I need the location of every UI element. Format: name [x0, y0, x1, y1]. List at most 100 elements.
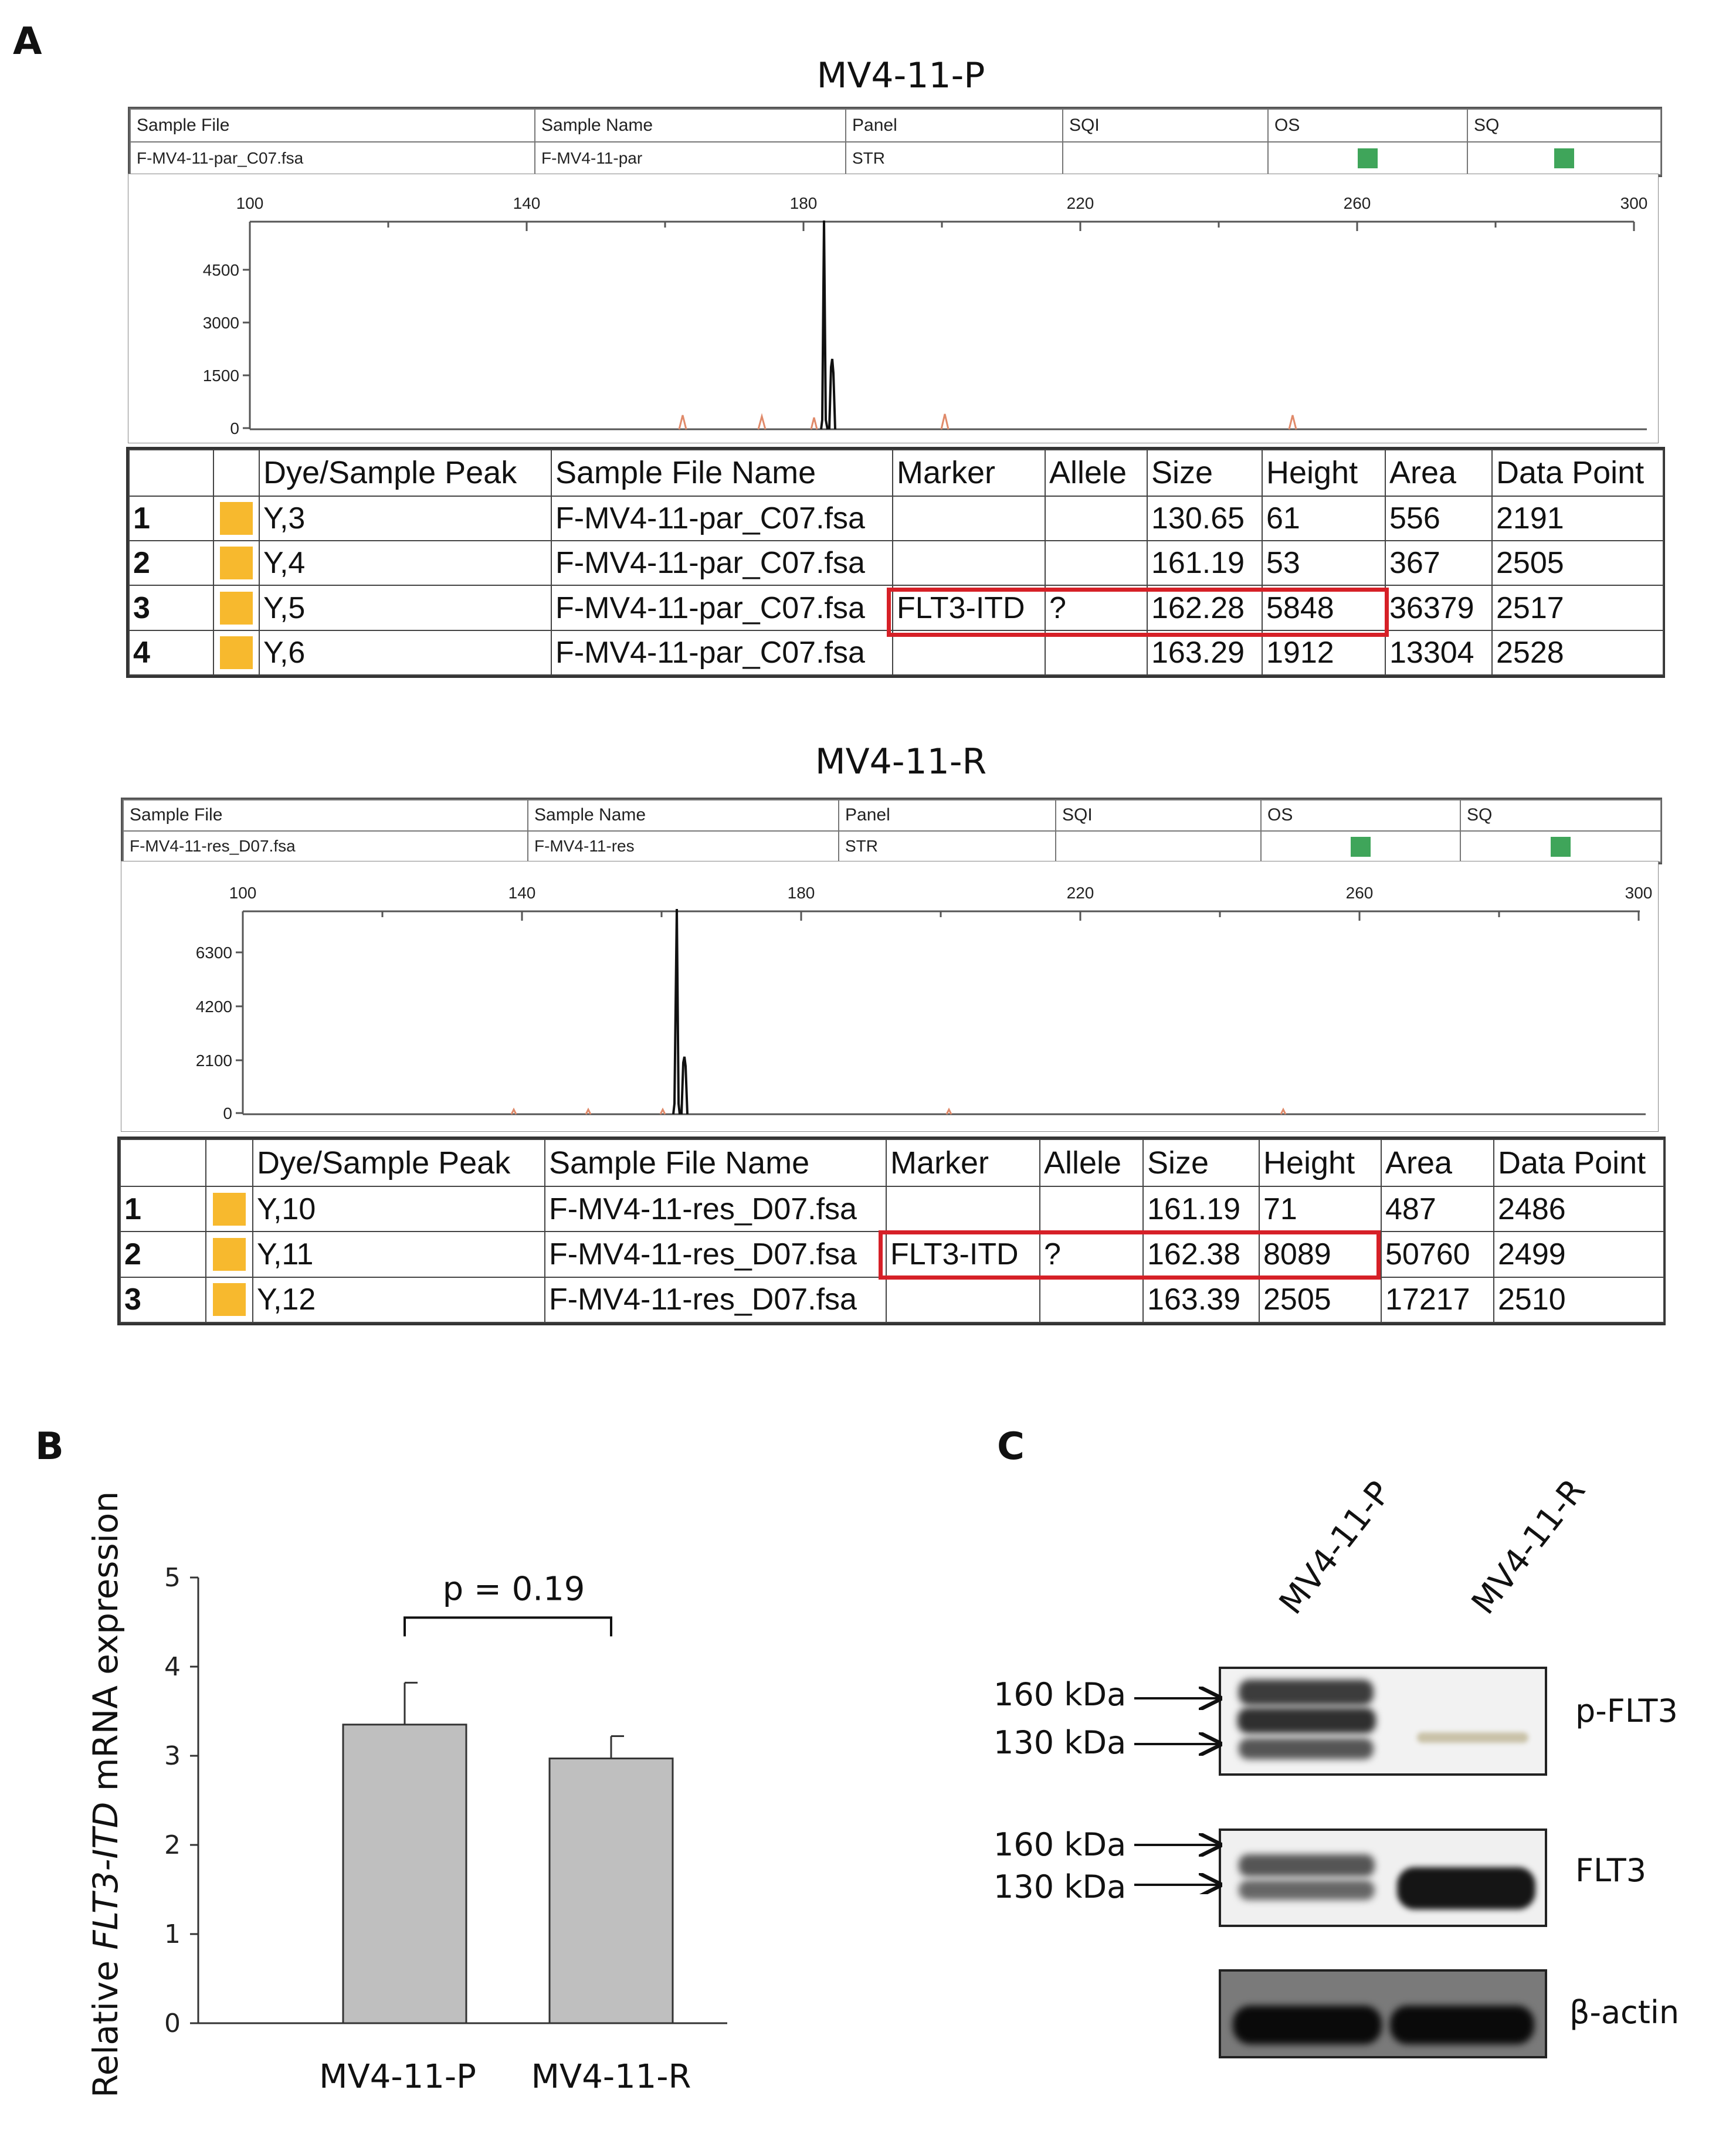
- dye-swatch: [220, 547, 253, 580]
- col-header: Size: [1147, 449, 1263, 497]
- col-header: [205, 1139, 253, 1187]
- band: [1239, 1880, 1375, 1900]
- electropherogram-r: 100 140 180 220 260 300 6300 4200 2100 0: [121, 861, 1659, 1132]
- hdr-col: Sample Name: [534, 108, 846, 143]
- lane-label-r: MV4-11-R: [1464, 1471, 1593, 1621]
- y-tick-label: 4: [164, 1652, 181, 1682]
- mw-marker: 160 kDa: [994, 1826, 1127, 1863]
- table-row: 3 Y,12 F-MV4-11-res_D07.fsa 163.39 2505 …: [120, 1276, 1664, 1324]
- col-header: Height: [1259, 1139, 1382, 1187]
- hdr-col: Sample File: [130, 108, 535, 143]
- hdr-value: STR: [845, 141, 1063, 176]
- col-header: Area: [1385, 449, 1493, 497]
- hdr-value: F-MV4-11-res_D07.fsa: [123, 830, 528, 863]
- mw-marker: 160 kDa: [994, 1676, 1127, 1713]
- y-tick: 4200: [196, 998, 232, 1016]
- y-tick: 3000: [203, 314, 239, 332]
- sample-title-r: MV4-11-R: [815, 741, 987, 782]
- panel-c-label: C: [997, 1425, 1025, 1468]
- band: [1390, 2006, 1534, 2044]
- dye-swatch: [220, 636, 253, 669]
- col-header: Dye/Sample Peak: [252, 1139, 545, 1187]
- hdr-col: SQ: [1460, 799, 1662, 832]
- hdr-col: SQ: [1467, 108, 1662, 143]
- electropherogram-p: 100 140 180 220 260 300 4500 3000 1500 0: [128, 174, 1659, 443]
- os-quality-indicator: [1358, 148, 1378, 169]
- band: [1237, 1708, 1376, 1733]
- sample-title-p: MV4-11-P: [816, 55, 985, 96]
- marker-arrows: [1134, 1683, 1232, 1894]
- hdr-col: OS: [1267, 108, 1468, 143]
- bar-chart: Relative FLT3-ITD mRNA expression 0 1 2 3 4 5…: [86, 1491, 727, 2098]
- y-tick: 0: [223, 1104, 232, 1122]
- blot-flt3: [1219, 1828, 1547, 1927]
- mw-marker: 130 kDa: [994, 1724, 1127, 1761]
- y-tick: 4500: [203, 261, 239, 279]
- x-tick: 300: [1625, 884, 1653, 902]
- table-row: 2 Y,11 F-MV4-11-res_D07.fsa FLT3-ITD ? 1…: [120, 1231, 1664, 1278]
- col-header: [120, 1139, 206, 1187]
- col-header: Marker: [892, 449, 1046, 497]
- band: [1417, 1732, 1528, 1743]
- flt3-itd-highlight-box: [879, 1230, 1381, 1280]
- table-row: 3 Y,5 F-MV4-11-par_C07.fsa FLT3-ITD ? 16…: [128, 585, 1664, 631]
- dye-swatch: [213, 1283, 246, 1317]
- significance-bracket: [404, 1616, 612, 1637]
- y-tick: 1500: [203, 367, 239, 385]
- hdr-col: OS: [1260, 799, 1461, 832]
- x-tick: 140: [508, 884, 536, 902]
- band: [1239, 1680, 1374, 1705]
- x-tick: 180: [790, 194, 818, 212]
- hdr-value: F-MV4-11-par_C07.fsa: [130, 141, 535, 176]
- x-tick: 260: [1344, 194, 1371, 212]
- dye-swatch: [220, 501, 253, 535]
- x-tick: 100: [236, 194, 264, 212]
- col-header: Data Point: [1493, 1139, 1664, 1187]
- dye-swatch: [213, 1192, 246, 1226]
- flt3-itd-highlight-box: [887, 588, 1389, 637]
- hdr-col: SQI: [1062, 108, 1269, 143]
- band: [1397, 1867, 1535, 1909]
- x-tick: 100: [229, 884, 257, 902]
- blot-beta-actin: [1219, 1969, 1547, 2058]
- y-tick: 0: [230, 419, 239, 437]
- lane-label-p: MV4-11-P: [1272, 1474, 1399, 1621]
- hdr-value: F-MV4-11-res: [527, 830, 839, 863]
- dye-swatch: [220, 591, 253, 625]
- y-tick-label: 1: [164, 1919, 181, 1949]
- band: [1233, 2006, 1382, 2044]
- sq-quality-indicator: [1554, 148, 1574, 169]
- x-category-label: MV4-11-R: [531, 2058, 691, 2096]
- x-tick: 220: [1067, 884, 1094, 902]
- panel-a-label: A: [13, 20, 42, 63]
- table-row: 1 Y,3 F-MV4-11-par_C07.fsa 130.65 61 556…: [128, 495, 1664, 542]
- x-tick: 260: [1346, 884, 1374, 902]
- table-row: 2 Y,4 F-MV4-11-par_C07.fsa 161.19 53 367…: [128, 540, 1664, 586]
- col-header: Area: [1381, 1139, 1494, 1187]
- col-header: Allele: [1045, 449, 1148, 497]
- blot-label-flt3: FLT3: [1575, 1852, 1647, 1889]
- col-header: Sample File Name: [551, 449, 893, 497]
- col-header: [128, 449, 214, 497]
- col-header: Sample File Name: [544, 1139, 887, 1187]
- col-header: Height: [1262, 449, 1386, 497]
- sample-header-r: Sample File Sample Name Panel SQI OS SQ …: [121, 798, 1662, 864]
- hdr-col: Sample File: [123, 799, 528, 832]
- table-row: 4 Y,6 F-MV4-11-par_C07.fsa 163.29 1912 1…: [128, 629, 1664, 676]
- x-tick: 220: [1067, 194, 1094, 212]
- y-tick-label: 0: [164, 2009, 181, 2038]
- panel-b-label: B: [35, 1425, 64, 1468]
- peak-table-p: Dye/Sample Peak Sample File Name Marker …: [126, 447, 1665, 678]
- hdr-col: SQI: [1055, 799, 1262, 832]
- mw-marker: 130 kDa: [994, 1868, 1127, 1905]
- y-tick: 2100: [196, 1051, 232, 1070]
- hdr-value: STR: [838, 830, 1056, 863]
- x-tick: 140: [513, 194, 541, 212]
- col-header: Marker: [886, 1139, 1040, 1187]
- x-tick: 180: [788, 884, 815, 902]
- y-tick-label: 2: [164, 1830, 181, 1860]
- hdr-col: Sample Name: [527, 799, 839, 832]
- x-category-label: MV4-11-P: [319, 2058, 476, 2096]
- flt3-itd-peak: [820, 220, 836, 430]
